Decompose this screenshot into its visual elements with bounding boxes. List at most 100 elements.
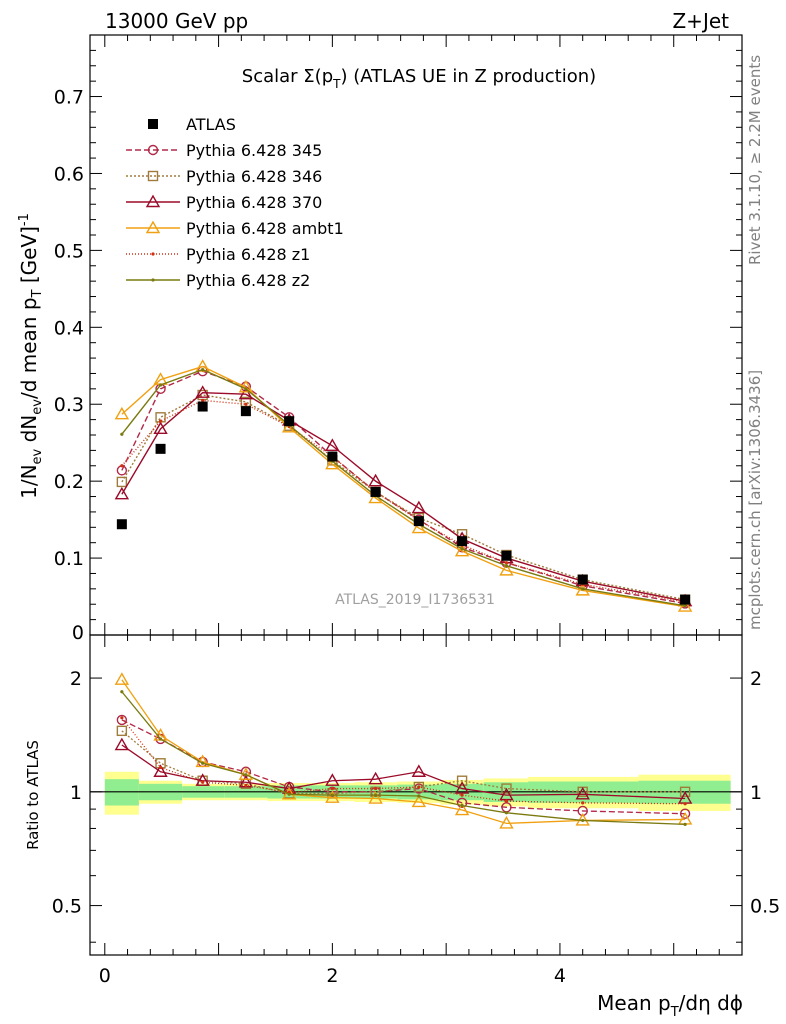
series-point-pythia-6-428-z2 <box>201 368 205 372</box>
series-line-pythia-6-428-z2 <box>121 368 686 607</box>
series-point-pythia-6-428-z1 <box>120 464 124 468</box>
series-point-pythia-6-428-346 <box>116 476 128 488</box>
ratio-y-axis-label: Ratio to ATLAS <box>24 740 42 850</box>
ratio-point-pythia-6-428-z2 <box>417 794 421 798</box>
ratio-point-pythia-6-428-z1 <box>417 785 421 789</box>
ratio-point-pythia-6-428-ambt1 <box>325 790 340 803</box>
mcplots-reference-label: mcplots.cern.ch [arXiv:1306.3436] <box>746 370 764 630</box>
series-line-pythia-6-428-370 <box>121 391 686 602</box>
energy-label: 13000 GeV pp <box>105 9 248 33</box>
atlas-data-point <box>577 574 588 585</box>
ratio-line-pythia-6-428-z2 <box>121 691 686 826</box>
ratio-y-tick-label-left: 2 <box>70 668 82 690</box>
legend-label-pythia-6-428-z2: Pythia 6.428 z2 <box>186 271 310 290</box>
main-panel-data-points <box>116 401 691 605</box>
ratio-panel-series <box>114 672 693 829</box>
atlas-data-point <box>155 443 166 454</box>
x-tick-label: 4 <box>554 965 566 987</box>
ratio-point-pythia-6-428-ambt1 <box>499 815 514 829</box>
axes-frame: 0.1 0.2 0.3 0.4 0.5 0.6 0.7 0 0 2 4 0.5 0.5 1 1 2 2 <box>52 34 780 987</box>
ratio-y-tick-label-left: 1 <box>70 782 82 804</box>
ratio-point-pythia-6-428-346 <box>501 783 512 794</box>
ratio-point-pythia-6-428-z2 <box>683 822 687 826</box>
ratio-point-pythia-6-428-370 <box>114 737 130 751</box>
series-point-pythia-6-428-z1 <box>158 419 163 423</box>
ratio-point-pythia-6-428-345 <box>679 808 691 819</box>
x-tick-label: 2 <box>326 965 338 987</box>
legend-label-pythia-6-428-ambt1: Pythia 6.428 ambt1 <box>186 219 344 238</box>
atlas-data-point <box>327 451 338 462</box>
series-point-pythia-6-428-ambt1 <box>281 419 297 433</box>
main-y-tick-label: 0.7 <box>54 87 84 109</box>
legend-label-pythia-6-428-370: Pythia 6.428 370 <box>186 193 322 212</box>
series-line-pythia-6-428-345 <box>121 370 686 605</box>
ratio-point-pythia-6-428-z2 <box>244 773 248 777</box>
ratio-point-pythia-6-428-345 <box>116 714 128 726</box>
legend-marker-pythia-6-428-z1 <box>151 252 155 256</box>
ratio-point-pythia-6-428-z1 <box>244 783 248 787</box>
legend-label-pythia-6-428-z1: Pythia 6.428 z1 <box>186 245 310 264</box>
main-panel-series <box>114 359 693 612</box>
ratio-point-pythia-6-428-370 <box>153 764 168 777</box>
legend-marker-atlas <box>148 119 158 129</box>
series-point-pythia-6-428-370 <box>238 386 254 400</box>
ratio-point-pythia-6-428-z1 <box>120 716 124 720</box>
x-tick-label: 0 <box>99 965 111 987</box>
ratio-y-tick-label-right: 0.5 <box>750 896 780 918</box>
series-point-pythia-6-428-z2 <box>120 432 124 436</box>
atlas-data-point <box>240 406 251 417</box>
ratio-point-pythia-6-428-370 <box>411 764 427 777</box>
ratio-point-pythia-6-428-z1 <box>504 799 509 803</box>
ratio-point-pythia-6-428-z2 <box>581 818 585 823</box>
legend-marker-pythia-6-428-346 <box>147 170 159 182</box>
atlas-data-point <box>680 594 691 605</box>
series-line-pythia-6-428-346 <box>121 394 686 601</box>
ratio-line-pythia-6-428-346 <box>121 730 686 795</box>
ratio-point-pythia-6-428-370 <box>195 773 210 786</box>
series-point-pythia-6-428-z2 <box>504 564 509 568</box>
atlas-data-point <box>197 401 208 412</box>
ratio-point-pythia-6-428-345 <box>456 797 468 809</box>
main-y-tick-label: 0.5 <box>54 240 84 262</box>
ratio-point-pythia-6-428-z1 <box>374 786 378 791</box>
ratio-y-tick-label-left: 0.5 <box>52 896 82 918</box>
series-point-pythia-6-428-z2 <box>460 547 464 551</box>
ratio-point-pythia-6-428-z1 <box>201 780 205 784</box>
ratio-panel-frame <box>89 634 743 956</box>
legend: ATLAS Pythia 6.428 345 Pythia 6.428 346 Pyt… <box>126 115 344 290</box>
analysis-watermark: ATLAS_2019_I1736531 <box>335 592 495 608</box>
series-point-pythia-6-428-z1 <box>244 402 248 406</box>
ratio-point-pythia-6-428-z2 <box>460 803 464 808</box>
legend-label-pythia-6-428-346: Pythia 6.428 346 <box>186 167 322 186</box>
atlas-data-point <box>116 519 127 530</box>
ratio-line-pythia-6-428-ambt1 <box>121 679 686 825</box>
main-y-axis-label: 1/Nev dNev/d mean pT [GeV]-1 <box>17 213 45 499</box>
series-point-pythia-6-428-z2 <box>244 387 248 391</box>
ratio-y-tick-label-right: 2 <box>750 668 762 690</box>
main-y-tick-label-zero: 0 <box>72 622 84 644</box>
legend-label-atlas: ATLAS <box>186 115 236 134</box>
series-point-pythia-6-428-z1 <box>504 561 509 565</box>
series-point-pythia-6-428-370 <box>325 438 340 451</box>
series-point-pythia-6-428-370 <box>368 473 383 487</box>
ratio-point-pythia-6-428-z1 <box>158 765 163 770</box>
ratio-point-pythia-6-428-346 <box>413 781 425 793</box>
legend-label-pythia-6-428-345: Pythia 6.428 345 <box>186 141 322 160</box>
ratio-point-pythia-6-428-ambt1 <box>114 672 130 685</box>
ratio-point-pythia-6-428-370 <box>575 786 590 800</box>
ratio-point-pythia-6-428-z2 <box>287 792 291 796</box>
x-axis-label: Mean pT/dη dϕ <box>597 991 743 1020</box>
ratio-point-pythia-6-428-346 <box>116 725 128 737</box>
atlas-data-point <box>501 550 512 561</box>
legend-marker-pythia-6-428-ambt1 <box>145 220 161 234</box>
series-point-pythia-6-428-z1 <box>201 398 205 402</box>
series-point-pythia-6-428-ambt1 <box>114 406 130 420</box>
ratio-line-pythia-6-428-z1 <box>121 717 686 805</box>
ratio-point-pythia-6-428-ambt1 <box>454 802 470 816</box>
atlas-data-point <box>413 516 424 527</box>
main-y-tick-label: 0.6 <box>54 163 84 185</box>
ratio-point-pythia-6-428-z2 <box>158 737 163 741</box>
ratio-y-tick-label-right: 1 <box>750 782 762 804</box>
atlas-data-point <box>457 536 468 547</box>
ratio-point-pythia-6-428-z2 <box>120 690 124 694</box>
